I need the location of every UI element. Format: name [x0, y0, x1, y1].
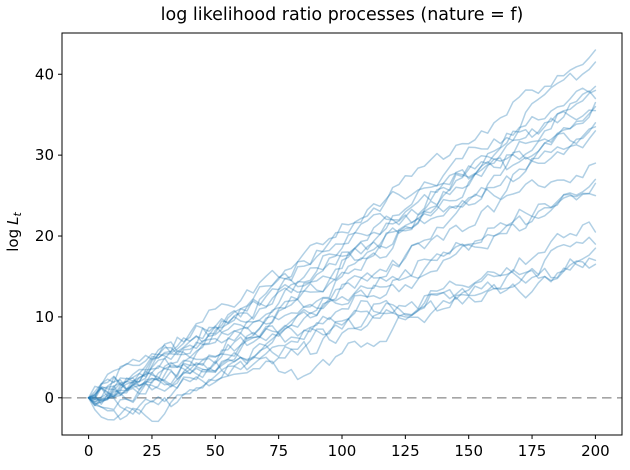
y-tick-label: 10	[35, 308, 54, 326]
plot-area	[62, 33, 622, 435]
x-tick-label: 100	[328, 442, 357, 460]
x-axis-ticks: 0 25 50 75 100 125 150 175 200	[84, 435, 610, 460]
series-line	[87, 178, 597, 399]
series-line	[87, 101, 597, 401]
x-tick-label: 0	[84, 442, 94, 460]
series-line	[87, 105, 597, 406]
series-line	[87, 90, 597, 399]
series-line	[87, 162, 597, 399]
series-line	[87, 182, 597, 415]
series-line	[87, 126, 597, 401]
y-tick-label: 30	[35, 146, 54, 164]
series-line	[87, 221, 597, 423]
y-axis-label-subscript: t	[11, 212, 24, 217]
y-axis-ticks: 0 10 20 30 40	[35, 65, 62, 407]
x-tick-label: 200	[581, 442, 610, 460]
series-line	[87, 236, 597, 402]
series-line	[87, 247, 597, 421]
x-tick-label: 25	[142, 442, 161, 460]
series-line	[87, 85, 597, 399]
y-axis-label: log Lt	[4, 212, 24, 252]
x-tick-label: 125	[391, 442, 420, 460]
x-tick-label: 50	[206, 442, 225, 460]
series-line	[87, 89, 597, 405]
series-line	[87, 109, 597, 399]
chart-title: log likelihood ratio processes (nature =…	[161, 5, 524, 25]
x-tick-label: 150	[454, 442, 483, 460]
y-tick-label: 20	[35, 227, 54, 245]
y-tick-label: 40	[35, 65, 54, 83]
x-tick-label: 75	[269, 442, 288, 460]
y-axis-label-prefix: log	[4, 229, 22, 252]
series-line	[87, 192, 597, 399]
y-axis-label-variable: L	[4, 217, 22, 225]
series-line	[87, 122, 597, 403]
series-line	[87, 49, 597, 400]
x-tick-label: 175	[518, 442, 547, 460]
y-tick-label: 0	[44, 389, 54, 407]
series-line	[87, 130, 597, 411]
series-line	[87, 260, 597, 407]
series-lines	[87, 49, 597, 423]
series-line	[87, 257, 597, 402]
series-line	[87, 61, 597, 405]
